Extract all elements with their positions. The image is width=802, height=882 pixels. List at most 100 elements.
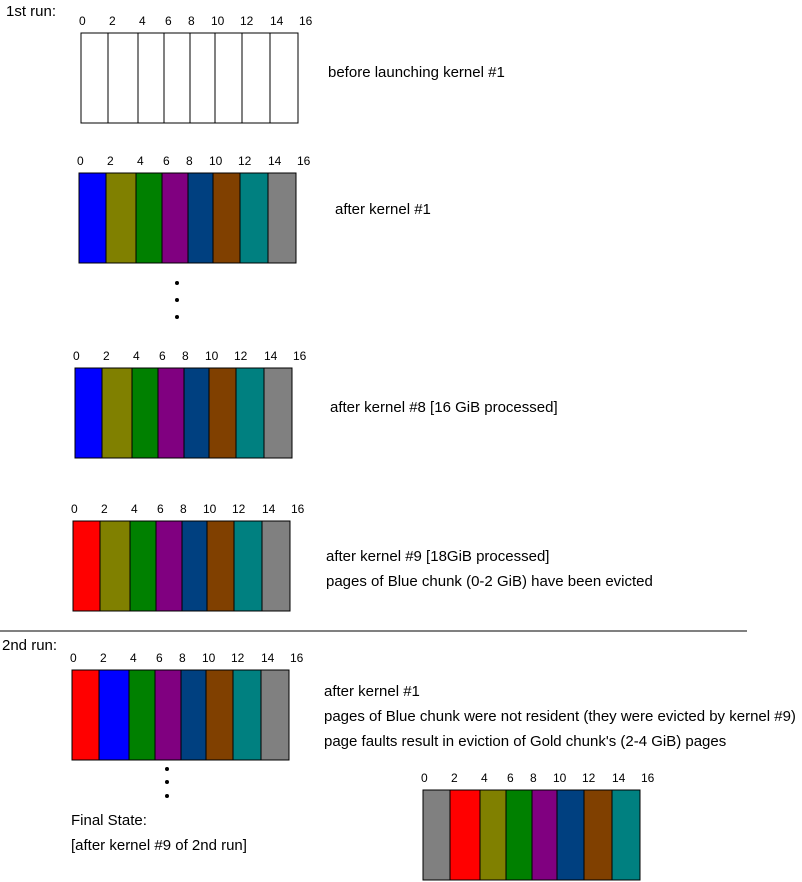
chunk-cell-gray: [422, 789, 451, 881]
chunk-cell-green: [129, 520, 157, 612]
tick-label: 16: [641, 771, 655, 785]
chunk-cell-blue: [98, 669, 130, 761]
tick-label: 2: [101, 502, 108, 516]
chunk-cell-purple: [161, 172, 189, 264]
tick-label: 12: [232, 502, 246, 516]
chunk-cell-olive: [99, 520, 131, 612]
chunk-cell-brown: [208, 367, 237, 459]
chunk-cell-blue: [78, 172, 107, 264]
memory-bar-after-kernel-8: [74, 367, 293, 459]
tick-label: 0: [79, 14, 86, 28]
tick-label: 4: [137, 154, 144, 168]
memory-bar-run2-after-kernel-1: [71, 669, 290, 761]
tick-label: 0: [421, 771, 428, 785]
chunk-cell-white: [269, 32, 299, 124]
tick-label: 16: [297, 154, 311, 168]
bar-caption: after kernel #1: [335, 201, 431, 218]
chunk-cell-navy: [183, 367, 210, 459]
tick-label: 16: [290, 651, 304, 665]
tick-label: 10: [202, 651, 216, 665]
tick-label: 4: [133, 349, 140, 363]
memory-bar-final-state: [422, 789, 641, 881]
chunk-cell-gray: [260, 669, 290, 761]
tick-label: 10: [209, 154, 223, 168]
memory-bar-after-kernel-1: [78, 172, 297, 264]
tick-label: 14: [264, 349, 278, 363]
tick-label: 2: [100, 651, 107, 665]
chunk-cell-navy: [180, 669, 207, 761]
tick-label: 4: [131, 502, 138, 516]
tick-label: 4: [481, 771, 488, 785]
chunk-cell-gray: [263, 367, 293, 459]
bar-caption: after kernel #9 [18GiB processed]: [326, 548, 550, 565]
tick-label: 0: [77, 154, 84, 168]
chunk-cell-white: [214, 32, 243, 124]
tick-label: 8: [182, 349, 189, 363]
chunk-cell-purple: [531, 789, 558, 881]
chunk-cell-teal: [233, 520, 263, 612]
tick-label: 12: [238, 154, 252, 168]
chunk-cell-white: [107, 32, 139, 124]
tick-label: 8: [186, 154, 193, 168]
memory-bar-after-kernel-9: [72, 520, 291, 612]
tick-label: 6: [156, 651, 163, 665]
tick-label: 6: [159, 349, 166, 363]
chunk-cell-navy: [556, 789, 585, 881]
chunk-cell-navy: [181, 520, 208, 612]
chunk-cell-blue: [74, 367, 103, 459]
run1-label: 1st run:: [6, 3, 57, 20]
chunk-cell-white: [163, 32, 191, 124]
bar-caption: after kernel #8 [16 GiB processed]: [330, 399, 558, 416]
tick-label: 14: [262, 502, 276, 516]
tick-label: 0: [71, 502, 78, 516]
final-state-label: Final State:: [71, 812, 147, 829]
chunk-cell-teal: [235, 367, 265, 459]
chunk-cell-brown: [212, 172, 241, 264]
bar-caption: pages of Blue chunk were not resident (t…: [324, 708, 796, 725]
chunk-cell-olive: [105, 172, 137, 264]
chunk-cell-teal: [611, 789, 641, 881]
ellipsis-dots-run1: [175, 281, 179, 319]
tick-label: 12: [240, 14, 254, 28]
tick-label: 4: [130, 651, 137, 665]
chunk-cell-green: [131, 367, 159, 459]
chunk-cell-white: [189, 32, 216, 124]
tick-label: 16: [291, 502, 305, 516]
tick-label: 10: [203, 502, 217, 516]
tick-label: 14: [270, 14, 284, 28]
tick-label: 2: [107, 154, 114, 168]
chunk-cell-purple: [157, 367, 185, 459]
chunk-cell-green: [135, 172, 163, 264]
tick-label: 14: [612, 771, 626, 785]
tick-label: 14: [268, 154, 282, 168]
tick-label: 8: [180, 502, 187, 516]
tick-label: 6: [507, 771, 514, 785]
tick-label: 8: [188, 14, 195, 28]
bar-caption: after kernel #1: [324, 683, 420, 700]
memory-bar-before-kernel-1: [80, 32, 299, 124]
bar-caption: before launching kernel #1: [328, 64, 505, 81]
tick-label: 2: [109, 14, 116, 28]
chunk-cell-red: [71, 669, 100, 761]
tick-label: 6: [157, 502, 164, 516]
chunk-cell-navy: [187, 172, 214, 264]
chunk-cell-olive: [479, 789, 507, 881]
chunk-cell-purple: [154, 669, 182, 761]
tick-label: 12: [234, 349, 248, 363]
final-state-sublabel: [after kernel #9 of 2nd run]: [71, 837, 247, 854]
chunk-cell-white: [80, 32, 109, 124]
chunk-cell-red: [449, 789, 481, 881]
tick-label: 0: [73, 349, 80, 363]
tick-label: 10: [205, 349, 219, 363]
chunk-cell-olive: [101, 367, 133, 459]
tick-label: 16: [299, 14, 313, 28]
ellipsis-dots-run2: [165, 767, 169, 798]
chunk-cell-gray: [261, 520, 291, 612]
tick-label: 16: [293, 349, 307, 363]
chunk-cell-gray: [267, 172, 297, 264]
chunk-cell-green: [505, 789, 533, 881]
tick-label: 2: [103, 349, 110, 363]
tick-label: 8: [179, 651, 186, 665]
chunk-cell-white: [241, 32, 271, 124]
